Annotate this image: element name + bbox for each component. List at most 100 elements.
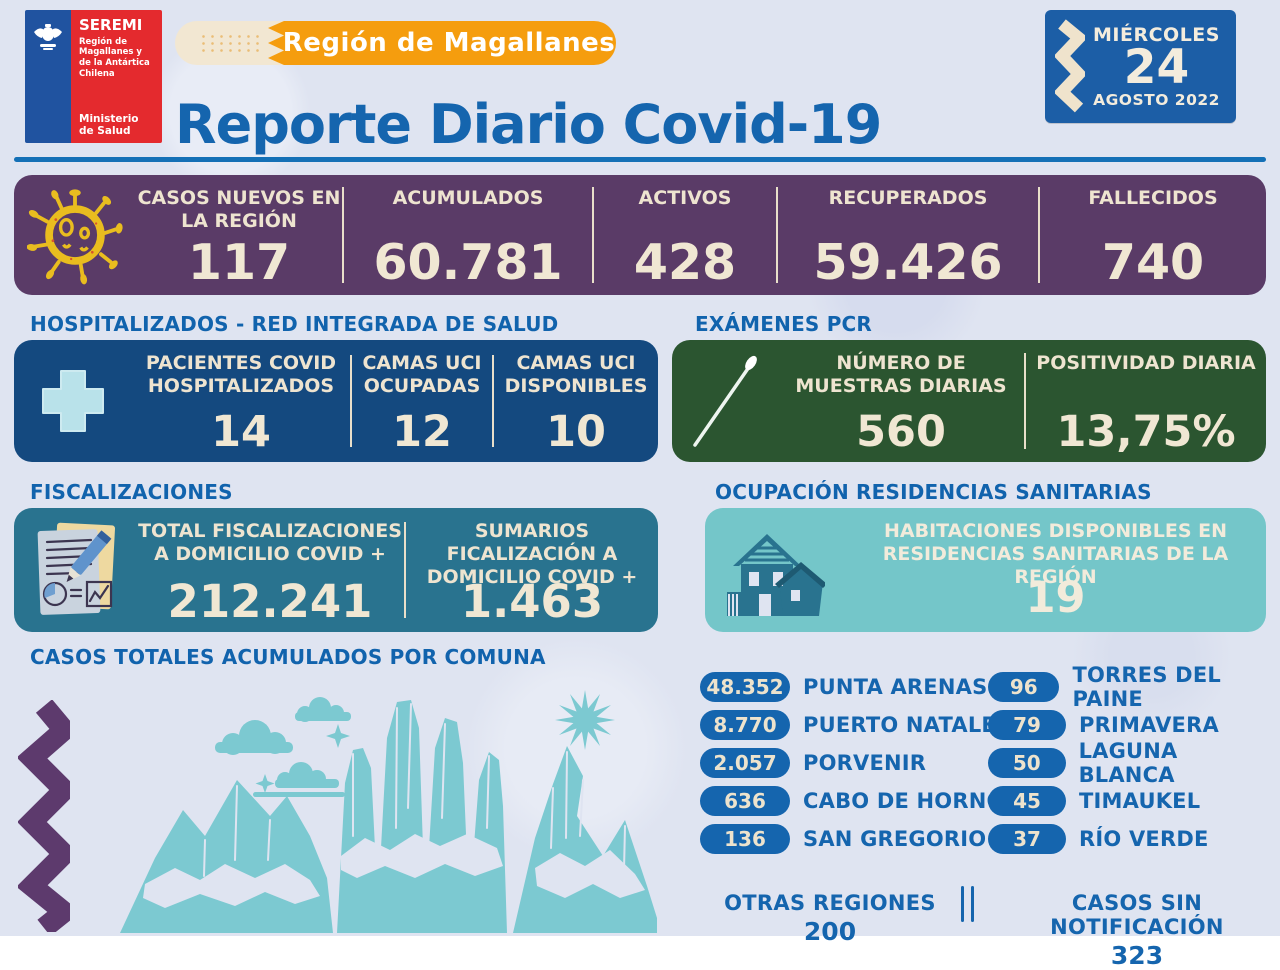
commune-name: PUNTA ARENAS <box>803 675 988 699</box>
section-title-residences: OCUPACIÓN RESIDENCIAS SANITARIAS <box>715 480 1152 504</box>
section-title-pcr: EXÁMENES PCR <box>695 312 873 336</box>
commune-row: 79 PRIMAVERA <box>988 710 1280 740</box>
stat-active: ACTIVOS 428 <box>594 175 776 295</box>
commune-name: PRIMAVERA <box>1079 713 1219 737</box>
stat-value: 740 <box>1101 234 1205 291</box>
inspection-document-icon <box>37 522 116 615</box>
commune-row: 45 TIMAUKEL <box>988 786 1280 816</box>
commune-name: TORRES DEL PAINE <box>1072 663 1221 711</box>
stat-value: 19 <box>1025 573 1086 623</box>
stat-deceased: FALLECIDOS 740 <box>1040 175 1266 295</box>
summary-stats-bar: CASOS NUEVOS EN LA REGIÓN 117 ACUMULADOS… <box>14 175 1266 295</box>
total-label: CASOS SIN NOTIFICACIÓN <box>1050 891 1224 939</box>
header-divider <box>14 157 1266 162</box>
stat-accumulated: ACUMULADOS 60.781 <box>344 175 592 295</box>
commune-name: CABO DE HORNOS <box>803 789 1020 813</box>
total-value: 323 <box>1110 941 1164 970</box>
region-badge: Región de Magallanes <box>268 21 616 65</box>
commune-row: 8.770 PUERTO NATALES <box>700 710 1020 740</box>
commune-name: TIMAUKEL <box>1079 789 1201 813</box>
commune-name: PUERTO NATALES <box>803 713 1012 737</box>
commune-name: RÍO VERDE <box>1079 827 1209 851</box>
stat-label: CASOS NUEVOS EN LA REGIÓN <box>137 187 341 233</box>
stat-daily-samples: NÚMERO DE MUESTRAS DIARIAS 560 <box>778 340 1024 462</box>
commune-count-badge: 2.057 <box>700 748 790 778</box>
date-box: MIÉRCOLES 24 AGOSTO 2022 <box>1045 10 1236 123</box>
stat-label: POSITIVIDAD DIARIA <box>1036 352 1256 374</box>
medical-cross-icon <box>42 370 104 432</box>
commune-row: 48.352 PUNTA ARENAS <box>700 672 1020 702</box>
chile-coat-of-arms-icon <box>34 24 62 50</box>
commune-row: 96 TORRES DEL PAINE <box>988 663 1280 711</box>
stat-value: 14 <box>211 407 271 457</box>
hospitalized-card: PACIENTES COVID HOSPITALIZADOS 14 CAMAS … <box>14 340 658 462</box>
stat-value: 10 <box>546 407 606 457</box>
stat-value: 59.426 <box>813 234 1003 291</box>
logo-blue-panel <box>25 10 71 143</box>
commune-count-badge: 45 <box>988 786 1066 816</box>
total-label: OTRAS REGIONES <box>724 891 936 915</box>
stat-label: SUMARIOS FICALIZACIÓN A DOMICILIO COVID … <box>426 520 638 589</box>
logo-seremi-text: SEREMI <box>79 16 143 34</box>
stat-label: HABITACIONES DISPONIBLES EN RESIDENCIAS … <box>882 520 1229 589</box>
stat-value: 212.241 <box>167 575 373 628</box>
communes-column-1: 48.352 PUNTA ARENAS 8.770 PUERTO NATALES… <box>700 672 1020 862</box>
commune-name: PORVENIR <box>803 751 927 775</box>
commune-count-badge: 636 <box>700 786 790 816</box>
unnotified-cases-total: CASOS SIN NOTIFICACIÓN 323 <box>992 891 1280 970</box>
virus-icon <box>27 189 123 285</box>
commune-row: 636 CABO DE HORNOS <box>700 786 1020 816</box>
stat-daily-positivity: POSITIVIDAD DIARIA 13,75% <box>1026 340 1266 462</box>
logo-region-text: Región de Magallanes y de la Antártica C… <box>79 36 150 79</box>
section-title-hospitalized: HOSPITALIZADOS - RED INTEGRADA DE SALUD <box>30 312 559 336</box>
stat-icu-available: CAMAS UCI DISPONIBLES 10 <box>494 340 658 462</box>
divider <box>592 187 594 283</box>
zigzag-icon <box>1055 18 1085 112</box>
page-title: Reporte Diario Covid-19 <box>175 93 882 157</box>
stat-value: 12 <box>392 407 452 457</box>
stat-recovered: RECUPERADOS 59.426 <box>778 175 1038 295</box>
seremi-logo: SEREMI Región de Magallanes y de la Antá… <box>25 10 162 143</box>
commune-count-badge: 37 <box>988 824 1066 854</box>
stat-label: RECUPERADOS <box>828 187 988 209</box>
commune-count-badge: 136 <box>700 824 790 854</box>
stat-label: NÚMERO DE MUESTRAS DIARIAS <box>795 352 1007 398</box>
stat-value: 117 <box>187 234 291 291</box>
date-weekday: MIÉRCOLES <box>1093 24 1220 47</box>
stat-value: 428 <box>633 234 737 291</box>
stat-label: FALLECIDOS <box>1088 187 1218 209</box>
commune-count-badge: 96 <box>988 672 1060 702</box>
stat-inspection-summaries: SUMARIOS FICALIZACIÓN A DOMICILIO COVID … <box>406 508 658 632</box>
stat-value: 60.781 <box>373 234 563 291</box>
stat-icu-occupied: CAMAS UCI OCUPADAS 12 <box>352 340 492 462</box>
date-day: 24 <box>1123 40 1190 96</box>
pcr-swab-icon <box>693 355 757 447</box>
commune-count-badge: 8.770 <box>700 710 790 740</box>
stat-value: 13,75% <box>1056 407 1236 457</box>
stat-label: PACIENTES COVID HOSPITALIZADOS <box>145 352 337 398</box>
commune-name: SAN GREGORIO <box>803 827 987 851</box>
commune-count-badge: 50 <box>988 748 1066 778</box>
logo-red-panel: SEREMI Región de Magallanes y de la Antá… <box>71 10 162 143</box>
logo-ministry-text: Ministerio de Salud <box>79 112 139 137</box>
stat-label: CAMAS UCI OCUPADAS <box>362 352 482 398</box>
divider <box>1024 353 1026 449</box>
section-title-communes: CASOS TOTALES ACUMULADOS POR COMUNA <box>30 645 546 669</box>
section-title-inspections: FISCALIZACIONES <box>30 480 233 504</box>
commune-row: 136 SAN GREGORIO <box>700 824 1020 854</box>
other-regions-total: OTRAS REGIONES 200 <box>700 891 960 946</box>
divider <box>492 355 494 447</box>
residences-card: HABITACIONES DISPONIBLES EN RESIDENCIAS … <box>705 508 1266 632</box>
stat-total-inspections: TOTAL FISCALIZACIONES A DOMICILIO COVID … <box>136 508 404 632</box>
commune-name: LAGUNA BLANCA <box>1078 739 1178 787</box>
commune-row: 50 LAGUNA BLANCA <box>988 739 1280 787</box>
footer-divider <box>961 886 974 922</box>
stat-value: 560 <box>856 407 946 457</box>
communes-column-2: 96 TORRES DEL PAINE 79 PRIMAVERA 50 LAGU… <box>988 663 1280 862</box>
inspections-card: TOTAL FISCALIZACIONES A DOMICILIO COVID … <box>14 508 658 632</box>
commune-count-badge: 79 <box>988 710 1066 740</box>
date-month-year: AGOSTO 2022 <box>1093 90 1220 109</box>
commune-row: 37 RÍO VERDE <box>988 824 1280 854</box>
sanitary-residence-house-icon <box>727 534 825 616</box>
